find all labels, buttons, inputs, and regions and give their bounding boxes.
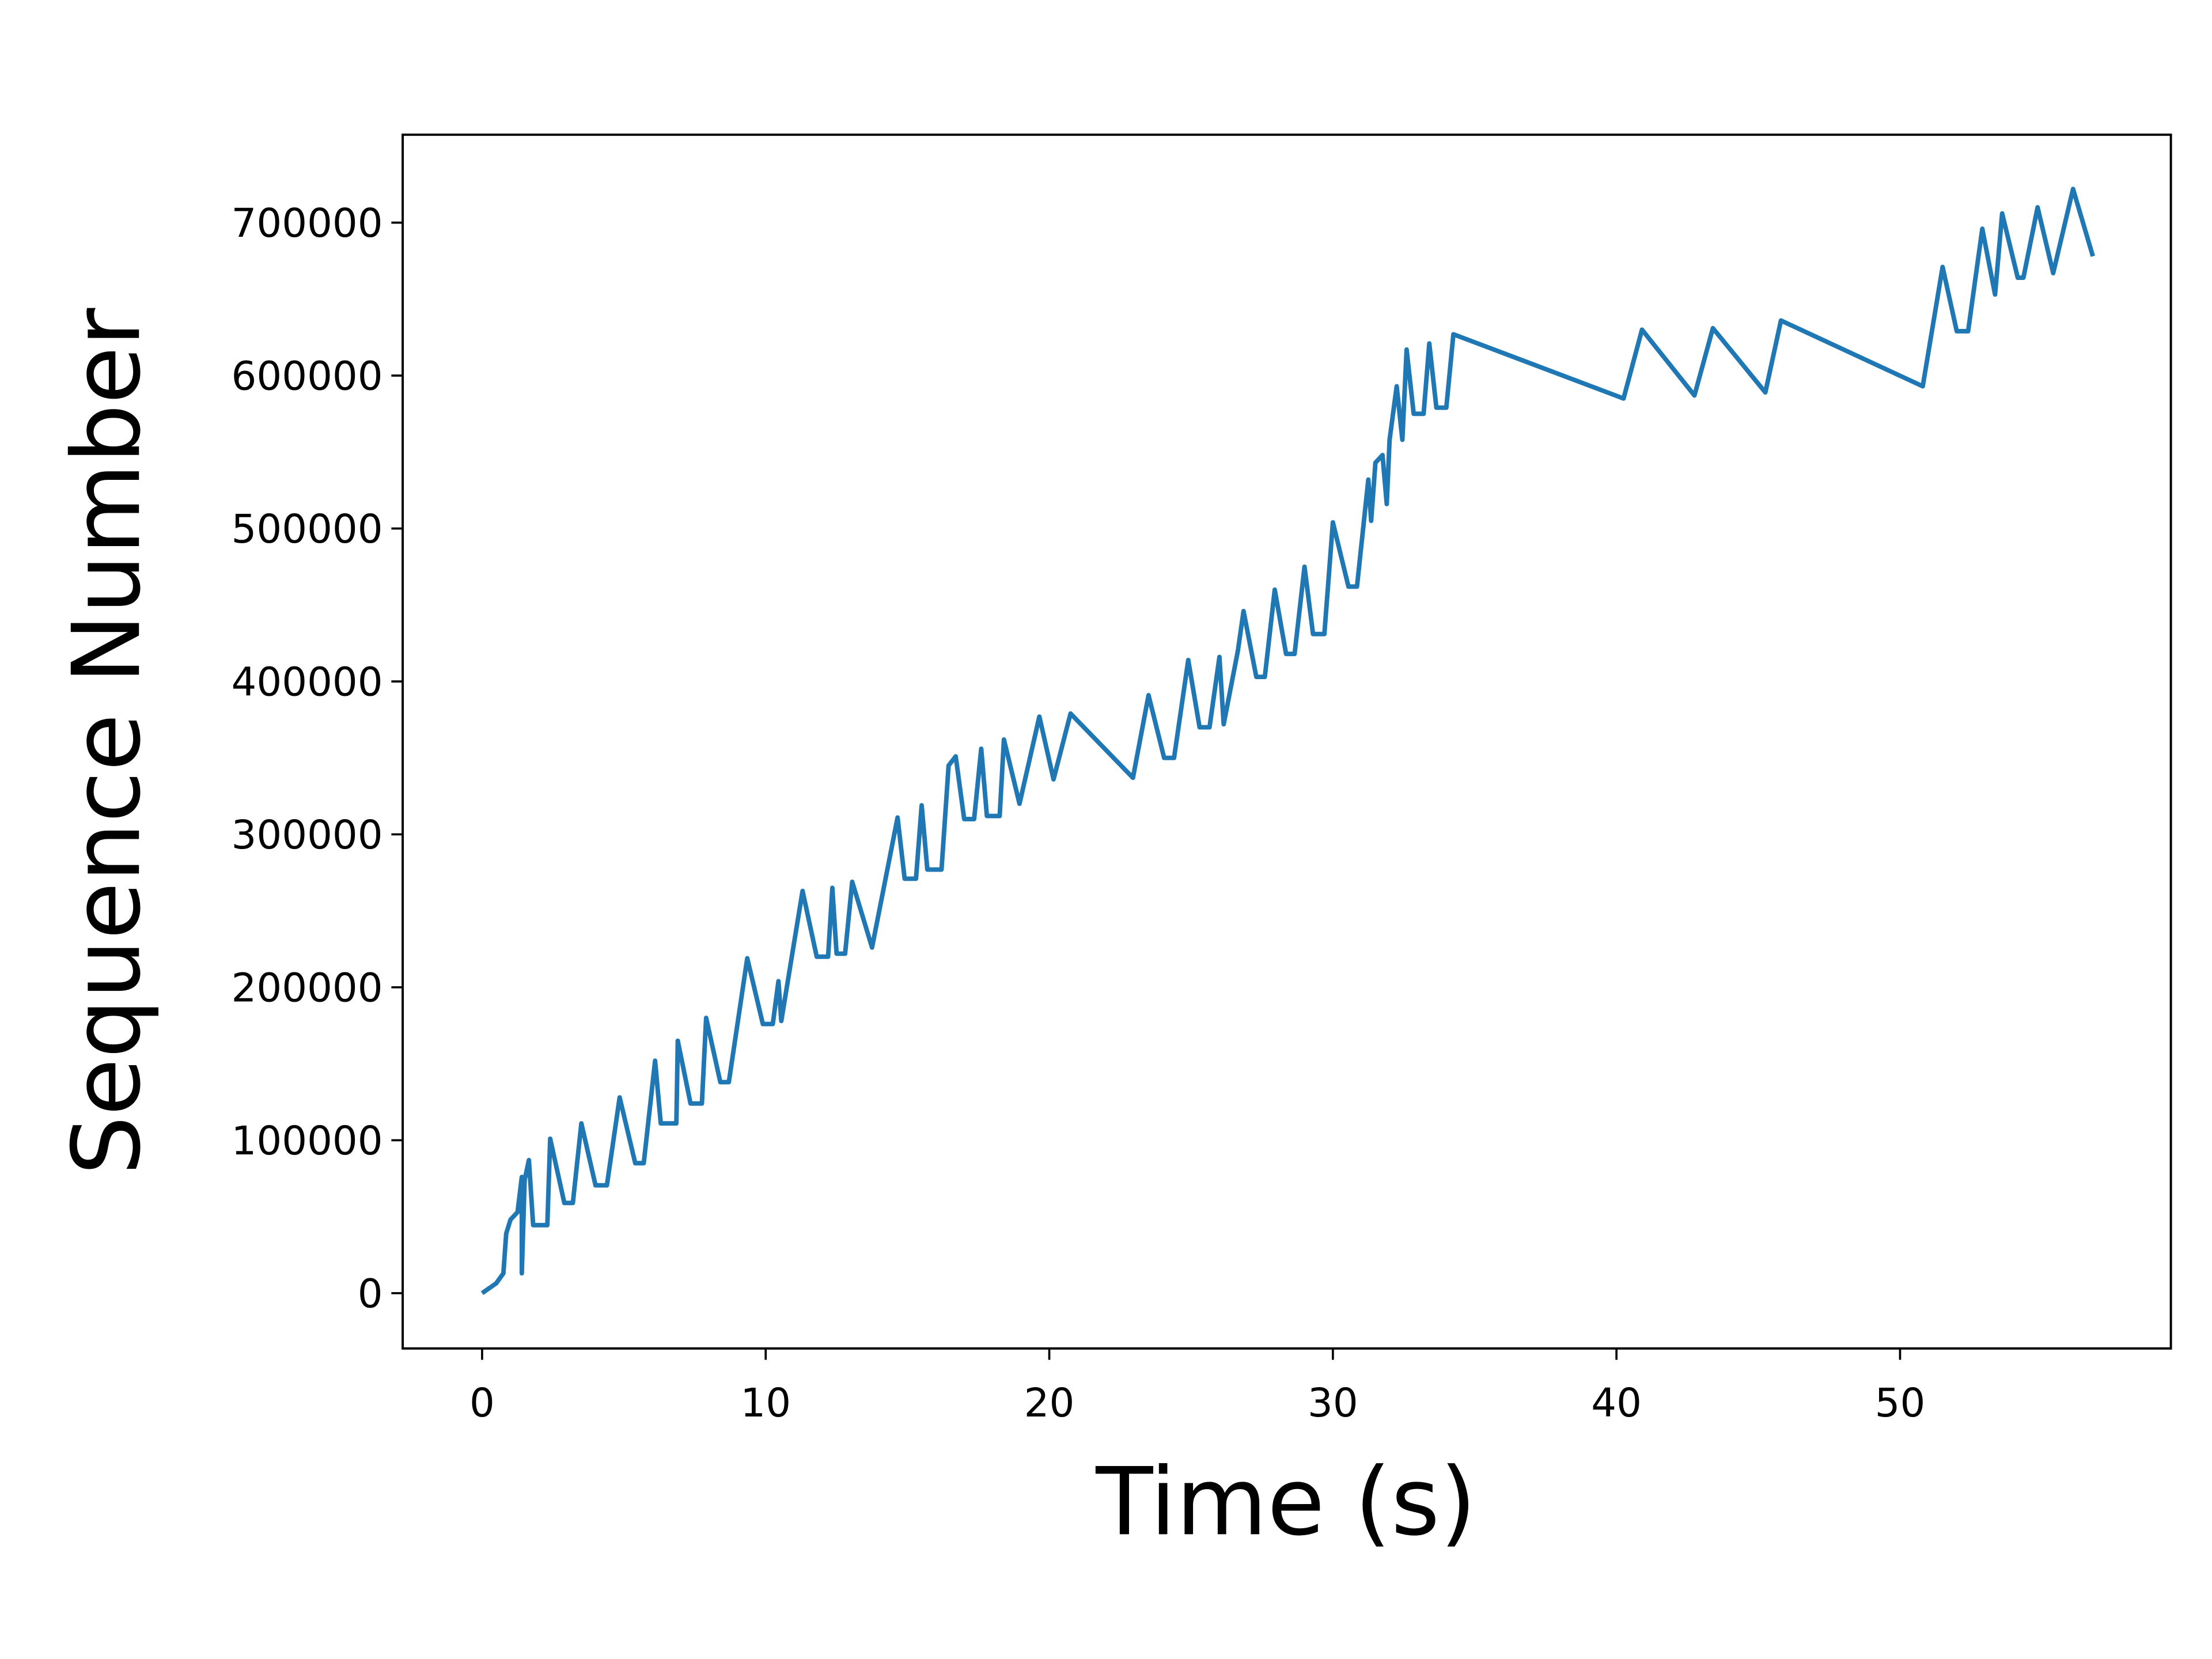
y-tick-label: 600000	[232, 354, 383, 400]
y-tick-label: 400000	[232, 660, 383, 706]
y-tick-label: 200000	[232, 965, 383, 1012]
y-tick-label: 300000	[232, 812, 383, 858]
x-tick-label: 30	[1308, 1380, 1358, 1426]
plot-frame	[402, 133, 2172, 1350]
x-tick-label: 10	[740, 1380, 791, 1426]
data-line	[480, 187, 2096, 1296]
x-tick-label: 40	[1591, 1380, 1642, 1426]
y-tick-label: 100000	[232, 1118, 383, 1164]
y-tick-label: 700000	[232, 200, 383, 247]
x-tick-label: 0	[469, 1380, 495, 1426]
x-tick-label: 50	[1875, 1380, 1926, 1426]
y-axis-label: Sequence Number	[52, 308, 161, 1175]
y-tick-label: 500000	[232, 506, 383, 552]
x-axis-label: Time (s)	[1095, 1448, 1476, 1556]
x-tick-label: 20	[1024, 1380, 1075, 1426]
y-tick-label: 0	[358, 1271, 383, 1317]
